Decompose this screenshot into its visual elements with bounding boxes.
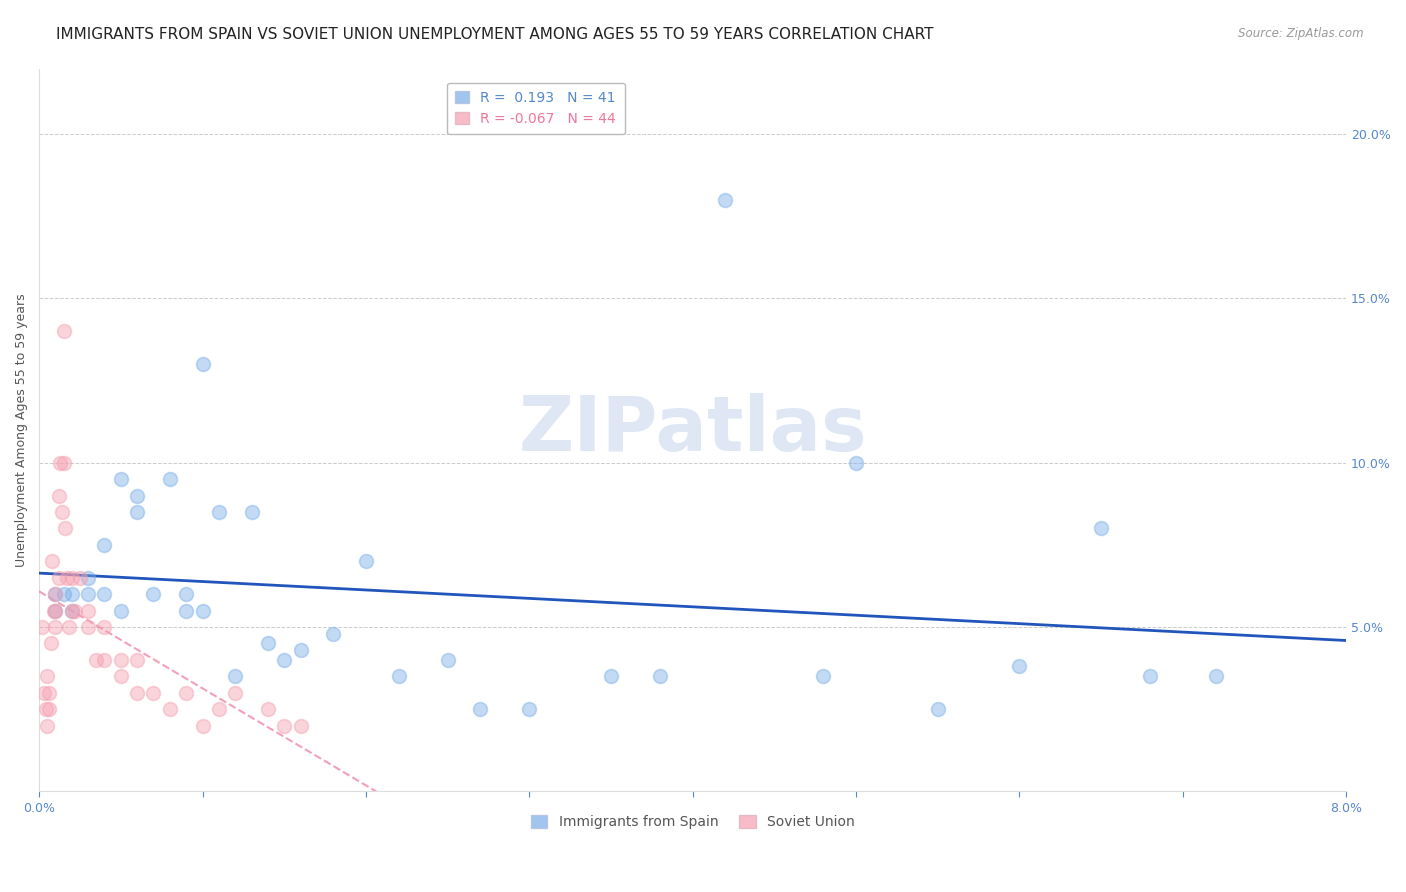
Point (93, 538, 115, 552)
Point (110, 669, 132, 683)
Point (208, 702, 231, 716)
Point (51, 505, 73, 519)
Point (37, 718, 59, 732)
Point (37, 669, 59, 683)
Point (174, 587, 197, 601)
Point (49, 456, 72, 470)
Point (34, 702, 56, 716)
Point (354, 554, 377, 568)
Point (60, 604, 83, 618)
Point (39, 636, 62, 650)
Point (93, 653, 115, 667)
Point (436, 653, 458, 667)
Point (110, 472, 132, 486)
Point (84, 653, 107, 667)
Point (44, 604, 66, 618)
Point (44, 620, 66, 634)
Point (127, 686, 149, 700)
Point (240, 505, 263, 519)
Point (77, 620, 100, 634)
Point (48, 489, 70, 503)
Point (52, 587, 75, 601)
Point (44, 587, 66, 601)
Point (60, 587, 83, 601)
Point (257, 636, 280, 650)
Point (322, 626, 344, 640)
Point (714, 193, 737, 207)
Point (110, 653, 132, 667)
Point (77, 571, 100, 585)
Point (53, 521, 76, 535)
Point (174, 686, 197, 700)
Point (290, 643, 312, 657)
Point (517, 702, 540, 716)
Point (273, 653, 295, 667)
Point (1205, 669, 1227, 683)
Point (1008, 659, 1031, 673)
Point (127, 653, 149, 667)
Point (142, 587, 165, 601)
Point (52, 324, 75, 338)
Point (52, 456, 75, 470)
Point (58, 620, 80, 634)
Point (41, 554, 63, 568)
Point (44, 604, 66, 618)
Point (31, 620, 53, 634)
Point (56, 571, 79, 585)
Point (224, 686, 246, 700)
Point (208, 505, 231, 519)
Point (1090, 521, 1112, 535)
Point (38, 686, 60, 700)
Point (845, 456, 868, 470)
Point (648, 669, 671, 683)
Point (191, 357, 214, 371)
Point (387, 669, 409, 683)
Point (77, 587, 100, 601)
Point (48, 571, 70, 585)
Point (60, 571, 83, 585)
Point (159, 702, 181, 716)
Point (44, 587, 66, 601)
Point (600, 669, 623, 683)
Point (93, 587, 115, 601)
Point (159, 472, 181, 486)
Point (191, 604, 214, 618)
Point (470, 702, 492, 716)
Point (69, 571, 91, 585)
Point (38, 702, 60, 716)
Point (127, 505, 149, 519)
Point (257, 702, 280, 716)
Point (927, 702, 949, 716)
Point (42, 604, 65, 618)
Point (273, 718, 295, 732)
Point (93, 620, 115, 634)
Legend: Immigrants from Spain, Soviet Union: Immigrants from Spain, Soviet Union (526, 810, 860, 835)
Text: Source: ZipAtlas.com: Source: ZipAtlas.com (1239, 27, 1364, 40)
Text: IMMIGRANTS FROM SPAIN VS SOVIET UNION UNEMPLOYMENT AMONG AGES 55 TO 59 YEARS COR: IMMIGRANTS FROM SPAIN VS SOVIET UNION UN… (56, 27, 934, 42)
Point (32, 686, 55, 700)
Point (224, 669, 246, 683)
Text: ZIPatlas: ZIPatlas (519, 392, 868, 467)
Point (127, 489, 149, 503)
Point (174, 604, 197, 618)
Point (77, 604, 100, 618)
Point (813, 669, 835, 683)
Point (60, 604, 83, 618)
Point (63, 604, 86, 618)
Point (1139, 669, 1161, 683)
Point (142, 686, 165, 700)
Y-axis label: Unemployment Among Ages 55 to 59 years: Unemployment Among Ages 55 to 59 years (15, 293, 28, 566)
Point (110, 604, 132, 618)
Point (191, 718, 214, 732)
Point (290, 718, 312, 732)
